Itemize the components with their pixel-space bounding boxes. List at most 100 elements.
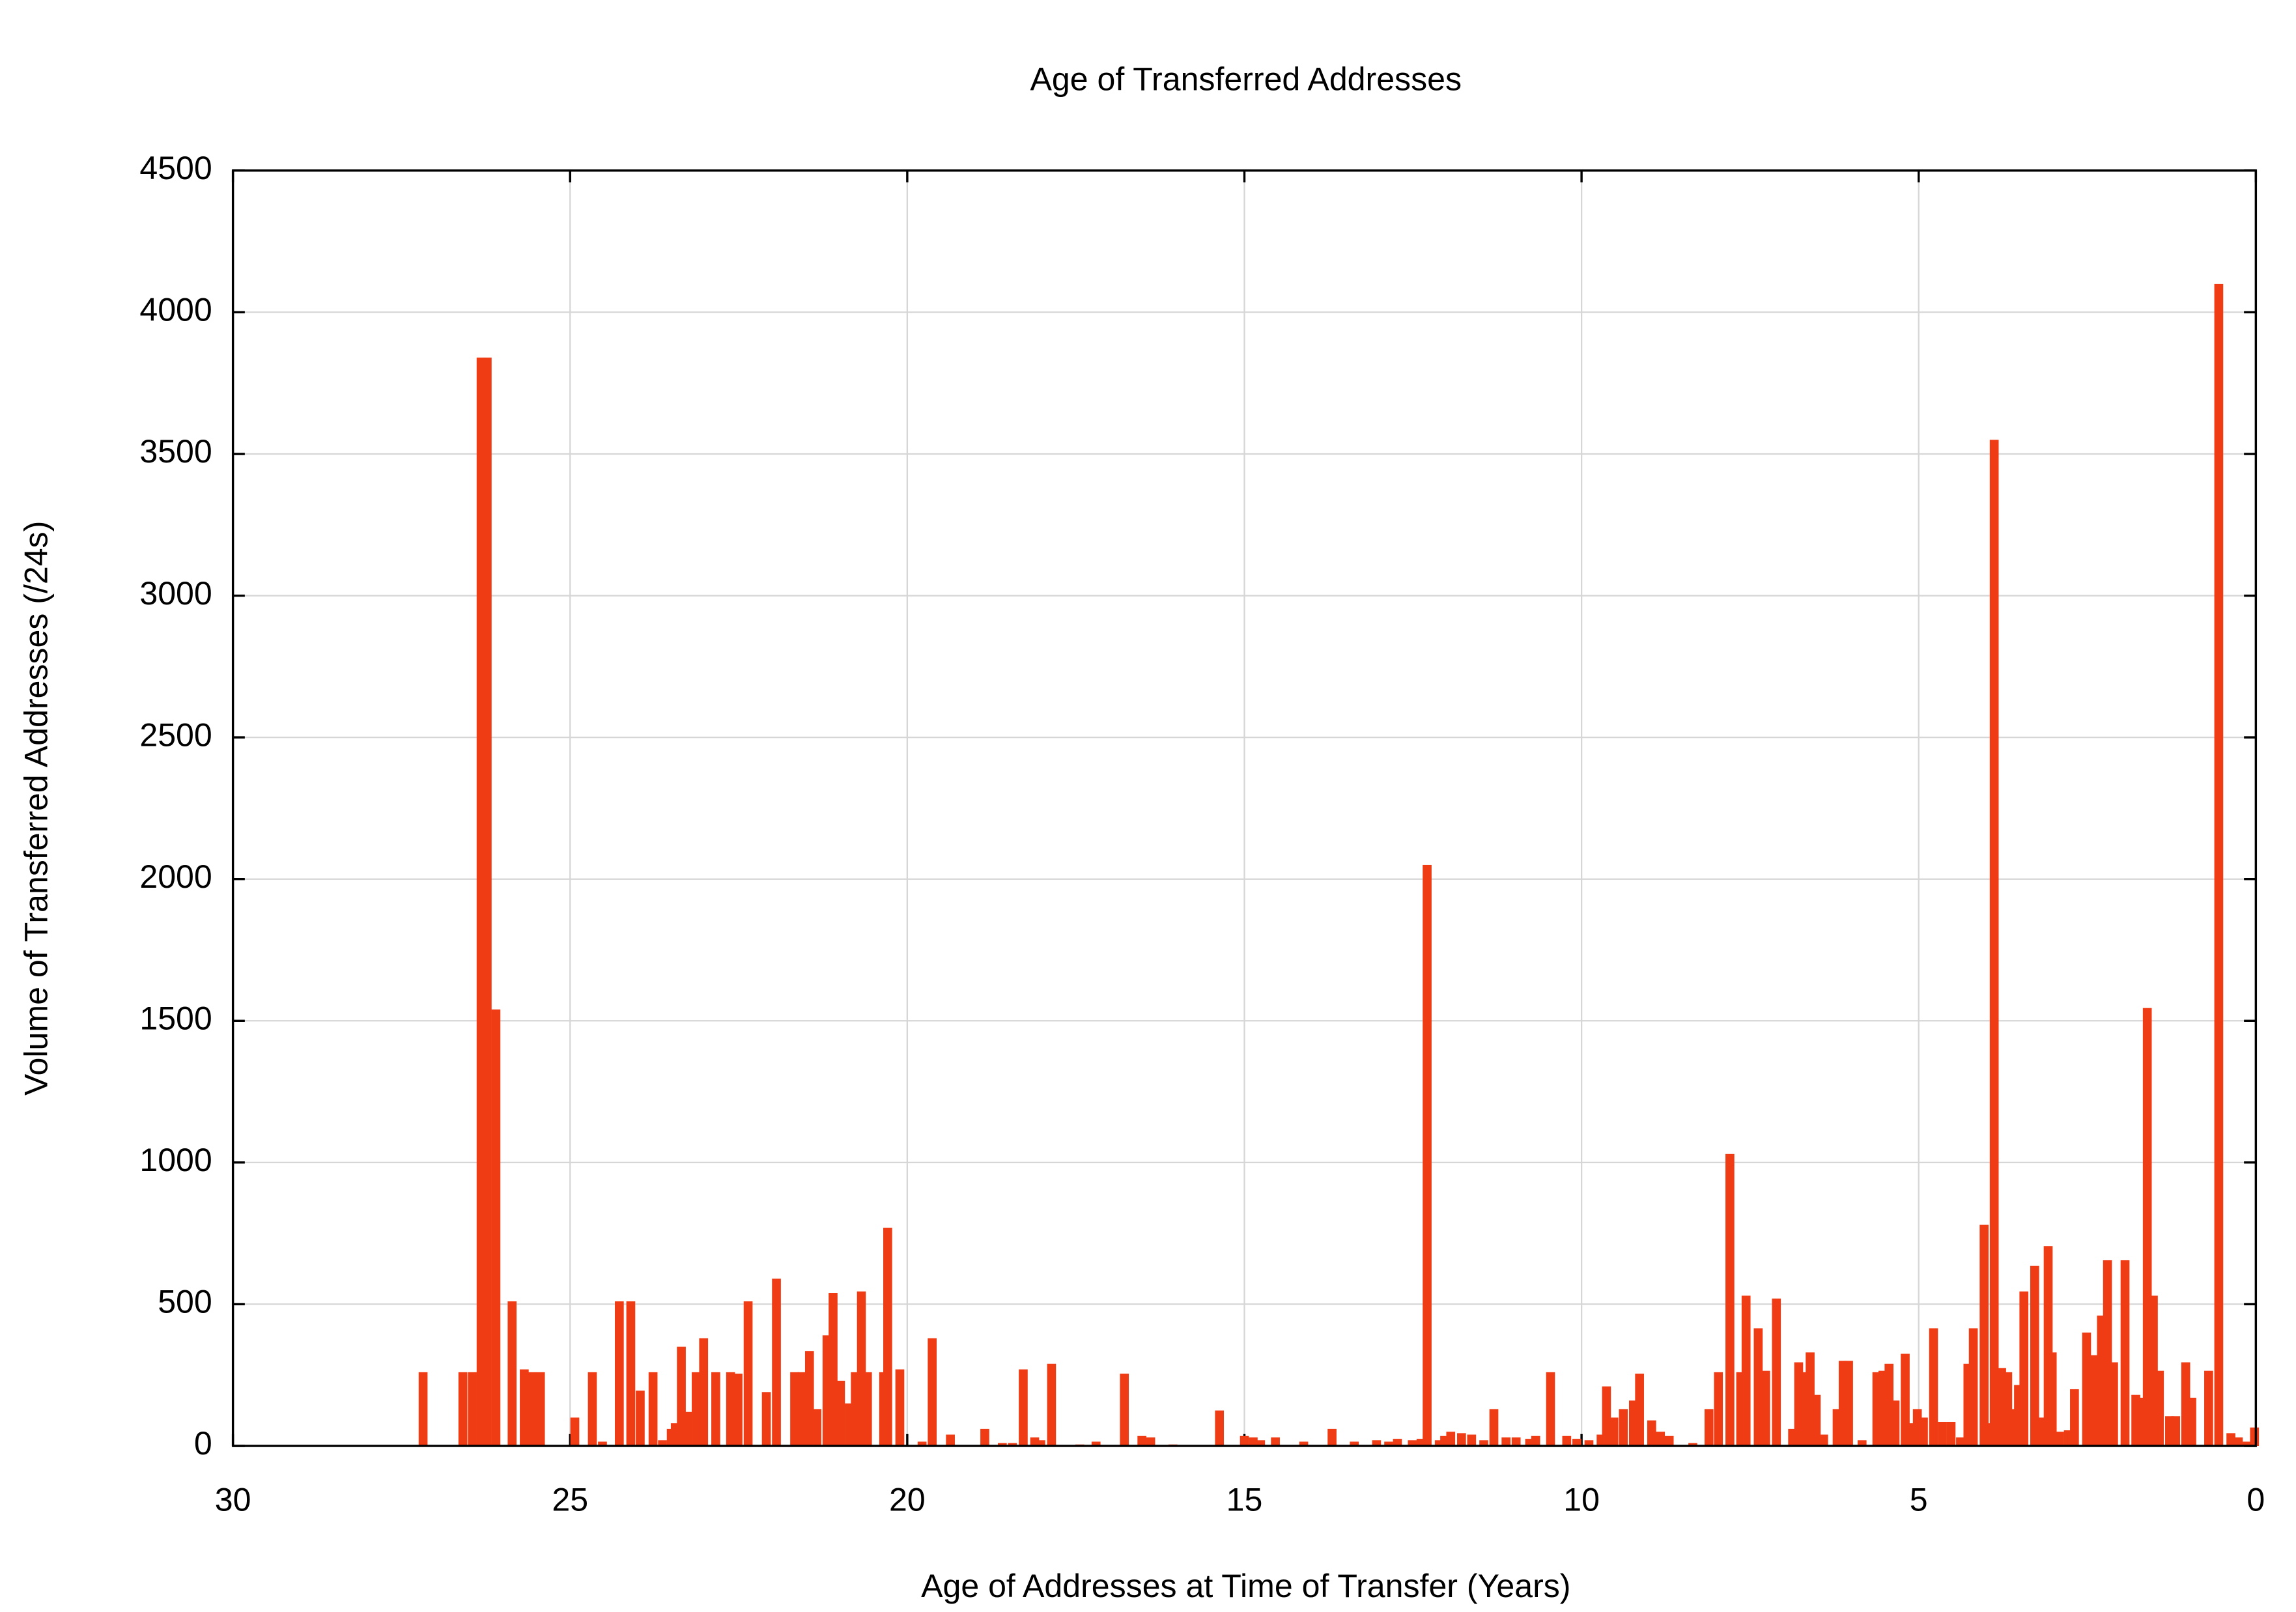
bar: [1327, 1428, 1337, 1446]
bar: [1019, 1369, 1028, 1446]
bar: [1956, 1437, 1965, 1446]
bar: [883, 1227, 892, 1446]
bar: [692, 1372, 701, 1446]
bar: [458, 1372, 468, 1446]
bar: [1725, 1153, 1735, 1446]
bar: [2030, 1266, 2039, 1446]
bar: [1408, 1440, 1417, 1446]
bar: [980, 1428, 989, 1446]
bar: [2070, 1389, 2079, 1446]
bar: [1656, 1432, 1665, 1446]
x-tick-label: 30: [215, 1482, 251, 1518]
bar: [836, 1380, 845, 1446]
bar: [2204, 1370, 2213, 1446]
bar: [797, 1372, 807, 1446]
y-tick-label: 4500: [139, 150, 212, 186]
x-tick-label: 25: [552, 1482, 588, 1518]
bar: [1741, 1295, 1751, 1446]
bar: [1372, 1440, 1382, 1446]
bar: [468, 1372, 477, 1446]
bar: [928, 1338, 937, 1446]
bar: [1635, 1374, 1644, 1446]
bar: [726, 1372, 735, 1446]
bar: [520, 1369, 529, 1446]
bar: [2090, 1355, 2099, 1446]
bar: [1457, 1433, 1466, 1446]
bar: [1215, 1410, 1225, 1446]
x-tick-label: 10: [1563, 1482, 1600, 1518]
bar: [588, 1372, 597, 1446]
bar: [1531, 1435, 1540, 1446]
bar: [570, 1417, 580, 1446]
bar: [1753, 1328, 1763, 1446]
bar: [1609, 1417, 1619, 1446]
bar: [1664, 1435, 1674, 1446]
y-tick-label: 3000: [139, 575, 212, 612]
bar: [2171, 1416, 2180, 1446]
bar: [2055, 1432, 2064, 1446]
bar: [917, 1441, 927, 1446]
y-tick-label: 4000: [139, 292, 212, 328]
bar: [535, 1372, 545, 1446]
bar: [1647, 1420, 1656, 1446]
bar: [626, 1301, 636, 1446]
y-tick-label: 1000: [139, 1142, 212, 1178]
bar: [2120, 1260, 2130, 1446]
bar: [2019, 1291, 2029, 1446]
y-tick-label: 500: [158, 1284, 212, 1320]
bar: [733, 1374, 743, 1446]
bar: [2243, 1441, 2252, 1446]
bar: [761, 1392, 771, 1446]
bar: [1008, 1443, 1017, 1446]
bar: [483, 358, 492, 1446]
bar: [1584, 1440, 1594, 1446]
bar: [1929, 1328, 1938, 1446]
bar: [1619, 1409, 1628, 1446]
bar: [1446, 1432, 1456, 1446]
bar: [772, 1279, 781, 1446]
bar: [1299, 1441, 1309, 1446]
bar: [946, 1434, 955, 1446]
bar: [1714, 1372, 1723, 1446]
bar: [2233, 1437, 2243, 1446]
y-axis-label: Volume of Transferred Addresses (/24s): [18, 521, 55, 1096]
bar: [1525, 1439, 1535, 1446]
bar: [491, 1009, 501, 1446]
bar: [998, 1443, 1007, 1446]
bar: [1489, 1409, 1499, 1446]
bar: [507, 1301, 517, 1446]
y-tick-label: 2500: [139, 716, 212, 753]
x-tick-label: 5: [1910, 1482, 1928, 1518]
bar: [2082, 1332, 2091, 1446]
bar: [829, 1293, 838, 1446]
y-tick-label: 2000: [139, 858, 212, 895]
bar: [812, 1409, 821, 1446]
bar: [1946, 1421, 1956, 1446]
bar: [1688, 1443, 1697, 1446]
bar: [711, 1372, 720, 1446]
bar: [2214, 283, 2224, 1446]
bar: [1819, 1434, 1828, 1446]
bar: [418, 1372, 428, 1446]
y-tick-label: 1500: [139, 1000, 212, 1037]
bar: [1844, 1361, 1853, 1446]
bar: [2047, 1352, 2057, 1446]
bar: [648, 1372, 658, 1446]
bar: [1047, 1363, 1056, 1446]
x-tick-label: 0: [2246, 1482, 2265, 1518]
bar: [2250, 1427, 2260, 1446]
bar: [1919, 1417, 1928, 1446]
x-tick-label: 20: [889, 1482, 926, 1518]
bar: [1811, 1394, 1821, 1446]
y-tick-label: 3500: [139, 433, 212, 470]
bar: [2226, 1433, 2235, 1446]
bar: [636, 1391, 645, 1446]
bar: [1501, 1437, 1511, 1446]
bar: [1704, 1409, 1714, 1446]
bar: [1384, 1441, 1393, 1446]
bar: [683, 1411, 692, 1446]
bar: [699, 1338, 709, 1446]
bar: [1271, 1437, 1280, 1446]
bar: [1572, 1439, 1581, 1446]
